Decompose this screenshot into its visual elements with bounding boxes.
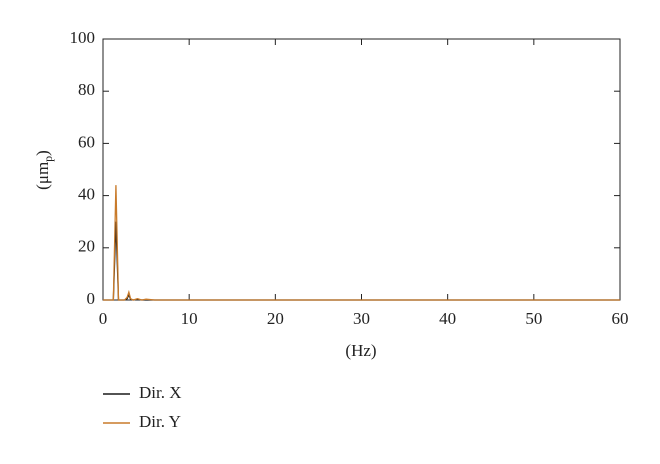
x-tick-label: 0 <box>99 309 108 328</box>
x-tick-label: 60 <box>612 309 629 328</box>
plot-frame <box>102 38 621 301</box>
x-tick-label: 10 <box>181 309 198 328</box>
legend-label: Dir. Y <box>139 412 181 431</box>
y-label-main: (μm <box>33 162 52 190</box>
y-axis-label: (μmp) <box>33 150 55 190</box>
y-label-sub: p <box>41 156 55 162</box>
x-axis-label: (Hz) <box>345 341 376 360</box>
x-tick-label: 30 <box>353 309 370 328</box>
x-tick-label: 40 <box>439 309 456 328</box>
x-tick-label: 20 <box>267 309 284 328</box>
y-tick-label: 20 <box>78 237 95 256</box>
legend-label: Dir. X <box>139 383 182 402</box>
y-tick-label: 40 <box>78 185 95 204</box>
y-label-close: ) <box>33 150 52 156</box>
data-line <box>103 185 620 301</box>
y-tick-label: 100 <box>70 28 96 47</box>
y-tick-label: 60 <box>78 132 95 151</box>
x-tick-label: 50 <box>525 309 542 328</box>
data-line <box>103 221 620 301</box>
y-tick-label: 0 <box>87 289 96 308</box>
y-tick-label: 80 <box>78 80 95 99</box>
